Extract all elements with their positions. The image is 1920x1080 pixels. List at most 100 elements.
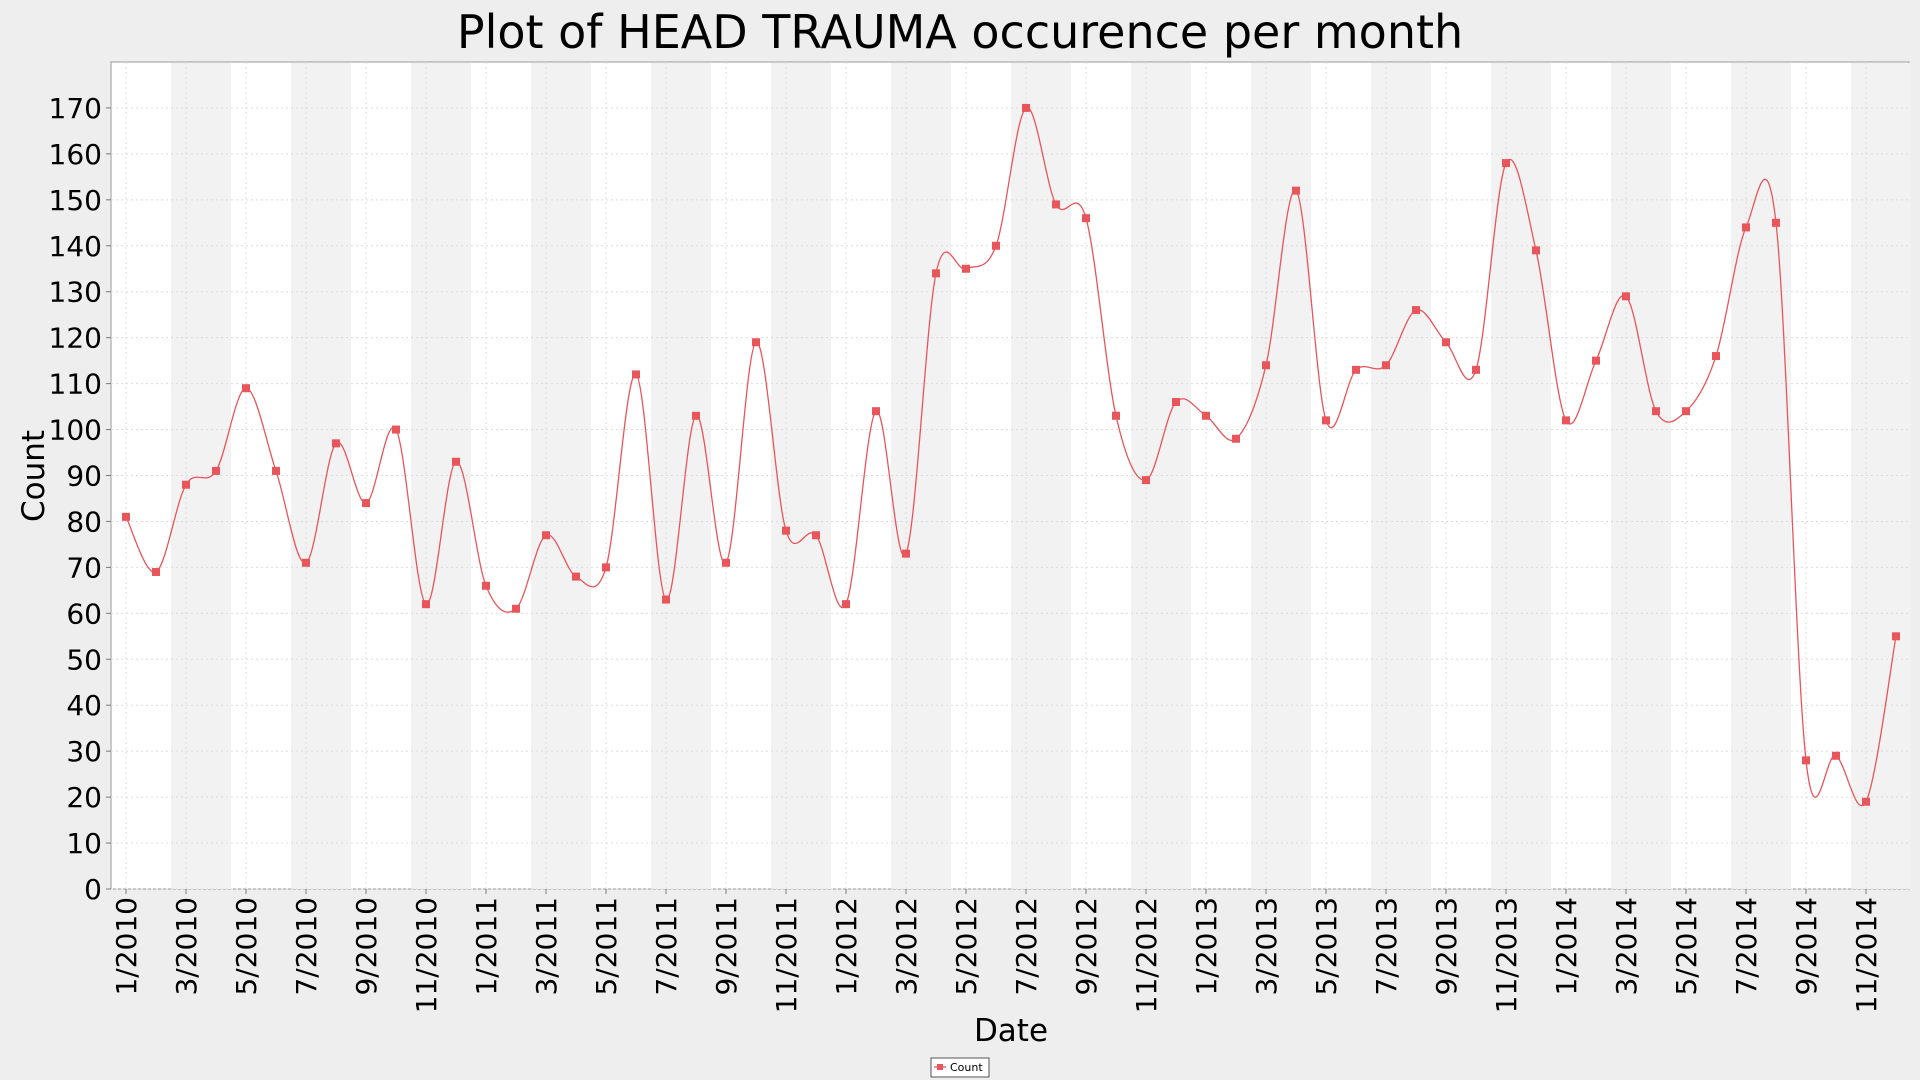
y-tick-label: 170 — [49, 92, 102, 125]
data-point — [1802, 756, 1810, 765]
data-point — [812, 531, 820, 540]
data-point — [602, 563, 610, 572]
y-tick-label: 40 — [66, 689, 102, 722]
data-point — [332, 439, 340, 448]
x-tick-label: 5/2012 — [950, 897, 983, 996]
x-tick-label: 9/2012 — [1070, 897, 1103, 996]
data-point — [1172, 397, 1180, 406]
data-point — [662, 595, 670, 604]
data-point — [872, 407, 880, 416]
data-point — [1562, 416, 1570, 425]
data-point — [1232, 434, 1240, 443]
data-point — [1622, 292, 1630, 301]
data-point — [1202, 411, 1210, 420]
x-tick-label: 11/2011 — [770, 897, 803, 1013]
legend-marker — [937, 1064, 943, 1070]
x-tick-label: 3/2013 — [1250, 897, 1283, 996]
y-tick-label: 150 — [49, 184, 102, 217]
x-tick-label: 1/2014 — [1550, 897, 1583, 996]
data-point — [452, 457, 460, 466]
x-tick-label: 11/2012 — [1130, 897, 1163, 1013]
data-point — [1742, 223, 1750, 232]
y-tick-label: 50 — [66, 643, 102, 676]
x-tick-label: 7/2012 — [1010, 897, 1043, 996]
data-point — [1532, 246, 1540, 255]
data-point — [1892, 632, 1900, 641]
data-point — [272, 466, 280, 475]
data-point — [1472, 365, 1480, 374]
y-tick-label: 70 — [66, 551, 102, 584]
legend-label: Count — [950, 1061, 983, 1074]
x-tick-label: 3/2012 — [890, 897, 923, 996]
data-point — [512, 604, 520, 613]
data-point — [1412, 306, 1420, 315]
x-tick-label: 3/2014 — [1610, 897, 1643, 996]
x-tick-label: 7/2014 — [1730, 897, 1763, 996]
data-point — [1082, 214, 1090, 223]
data-point — [242, 384, 250, 393]
x-tick-label: 5/2014 — [1670, 897, 1703, 996]
data-point — [1352, 365, 1360, 374]
data-point — [722, 558, 730, 567]
data-point — [1862, 797, 1870, 806]
x-tick-label: 3/2010 — [170, 897, 203, 996]
x-tick-label: 11/2010 — [410, 897, 443, 1013]
data-point — [1292, 186, 1300, 195]
data-point — [932, 269, 940, 278]
x-tick-label: 7/2013 — [1370, 897, 1403, 996]
data-point — [632, 370, 640, 379]
x-tick-label: 1/2013 — [1190, 897, 1223, 996]
data-point — [482, 581, 490, 590]
data-point — [842, 600, 850, 609]
data-point — [1262, 361, 1270, 370]
data-point — [782, 526, 790, 535]
x-tick-label: 5/2010 — [230, 897, 263, 996]
x-tick-label: 1/2010 — [110, 897, 143, 996]
x-tick-label: 11/2014 — [1850, 897, 1883, 1013]
series-count — [122, 103, 1900, 807]
chart-title: Plot of HEAD TRAUMA occurence per month — [457, 5, 1463, 59]
y-tick-label: 160 — [49, 138, 102, 171]
y-tick-label: 20 — [66, 781, 102, 814]
y-tick-label: 100 — [49, 414, 102, 447]
y-tick-label: 130 — [49, 276, 102, 309]
data-point — [1682, 407, 1690, 416]
y-tick-label: 120 — [49, 322, 102, 355]
data-point — [1832, 751, 1840, 760]
data-point — [542, 531, 550, 540]
x-tick-label: 9/2014 — [1790, 897, 1823, 996]
x-axis-label: Date — [974, 1013, 1048, 1049]
data-point — [1772, 218, 1780, 227]
data-point — [902, 549, 910, 558]
data-point — [1022, 103, 1030, 112]
data-point — [1592, 356, 1600, 365]
data-point — [1112, 411, 1120, 420]
y-tick-label: 10 — [66, 827, 102, 860]
data-point — [122, 512, 130, 521]
data-point — [1142, 476, 1150, 485]
x-tick-label: 7/2011 — [650, 897, 683, 996]
x-tick-label: 5/2011 — [590, 897, 623, 996]
y-tick-label: 80 — [66, 505, 102, 538]
x-tick-label: 1/2011 — [470, 897, 503, 996]
data-point — [1052, 200, 1060, 209]
y-tick-label: 140 — [49, 230, 102, 263]
x-tick-label: 9/2010 — [350, 897, 383, 996]
data-point — [1382, 361, 1390, 370]
data-point — [152, 567, 160, 576]
data-point — [572, 572, 580, 581]
plot-area — [110, 61, 1910, 890]
data-point — [1712, 352, 1720, 361]
y-axis: 0 10 20 30 40 50 60 70 80 90 100 110 120 130 140 150 160… — [49, 92, 111, 906]
data-point — [962, 264, 970, 273]
data-point — [1502, 159, 1510, 168]
y-tick-label: 0 — [84, 873, 102, 906]
data-point — [992, 241, 1000, 250]
data-point — [392, 425, 400, 434]
data-point — [362, 499, 370, 508]
y-axis-label: Count — [16, 430, 52, 522]
x-tick-label: 9/2013 — [1430, 897, 1463, 996]
x-tick-label: 3/2011 — [530, 897, 563, 996]
